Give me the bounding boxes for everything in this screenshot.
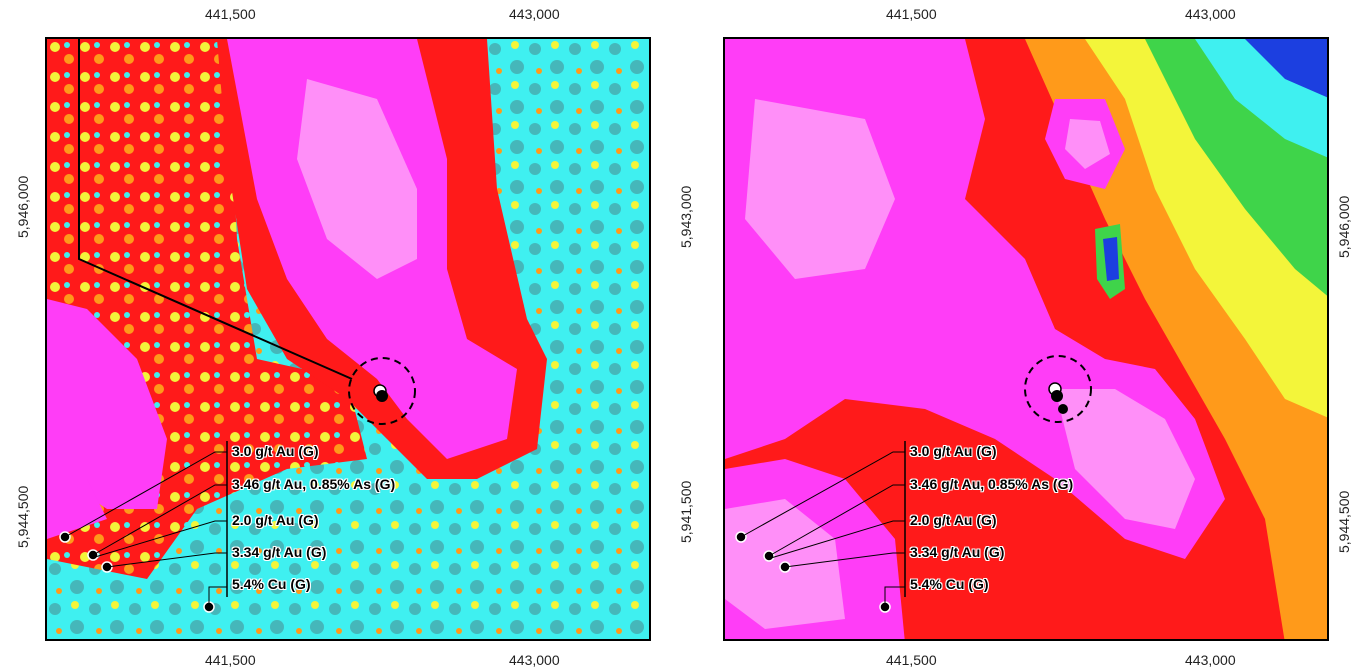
- right-map-image: 3.0 g/t Au (G) 3.46 g/t Au, 0.85% As (G)…: [723, 37, 1329, 641]
- right-x-tick-bottom-1: 441,500: [886, 652, 937, 668]
- left-y-tick-1: 5,946,000: [15, 175, 31, 238]
- right-label-4: 3.34 g/t Au (G): [910, 544, 1005, 560]
- right-label-3: 2.0 g/t Au (G): [910, 512, 997, 528]
- left-map-image: 3.0 g/t Au (G) 3.46 g/t Au, 0.85% As (G)…: [45, 37, 651, 641]
- right-y-tick-right-2: 5,944,500: [1336, 490, 1352, 553]
- left-x-tick-bottom-1: 441,500: [205, 652, 256, 668]
- left-x-tick-top-1: 441,500: [205, 6, 256, 22]
- right-label-2: 3.46 g/t Au, 0.85% As (G): [910, 476, 1074, 492]
- left-label-3: 2.0 g/t Au (G): [232, 512, 319, 528]
- right-y-tick-right-1: 5,946,000: [1336, 195, 1352, 258]
- left-label-4: 3.34 g/t Au (G): [232, 544, 327, 560]
- left-y-tick-2: 5,944,500: [15, 485, 31, 548]
- left-label-5: 5.4% Cu (G): [232, 576, 311, 592]
- left-x-tick-top-2: 443,000: [509, 6, 560, 22]
- right-map-raster: [725, 39, 1327, 639]
- right-y-tick-left-2: 5,941,500: [678, 480, 694, 543]
- right-label-1: 3.0 g/t Au (G): [910, 443, 997, 459]
- right-x-tick-bottom-2: 443,000: [1185, 652, 1236, 668]
- left-map-raster: [47, 39, 649, 639]
- left-label-1: 3.0 g/t Au (G): [232, 443, 319, 459]
- right-y-tick-left-1: 5,943,000: [678, 185, 694, 248]
- right-label-5: 5.4% Cu (G): [910, 576, 989, 592]
- left-x-tick-bottom-2: 443,000: [509, 652, 560, 668]
- left-label-2: 3.46 g/t Au, 0.85% As (G): [232, 476, 396, 492]
- right-x-tick-top-2: 443,000: [1185, 6, 1236, 22]
- right-x-tick-top-1: 441,500: [886, 6, 937, 22]
